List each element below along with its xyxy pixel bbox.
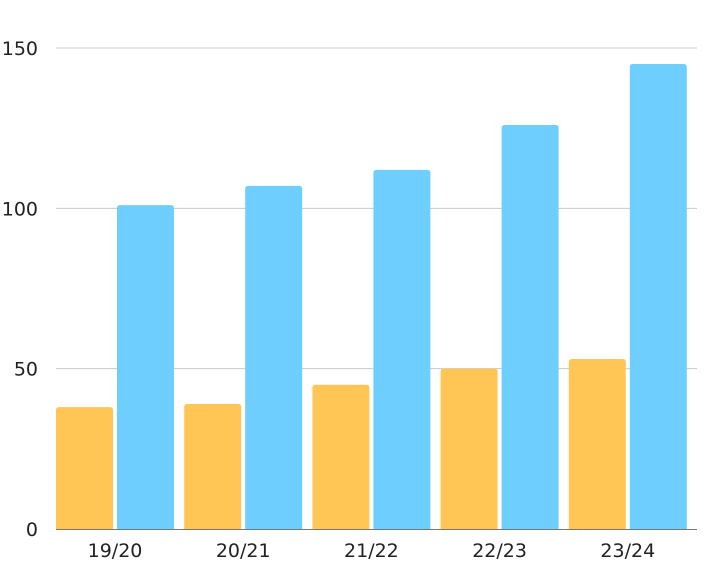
x-tick-label: 22/23 bbox=[472, 540, 527, 562]
y-axis-tick-labels: 0 50 100 150 bbox=[2, 38, 38, 541]
bar-series1-23-24 bbox=[568, 359, 626, 529]
y-tick-label: 0 bbox=[26, 519, 38, 541]
bars bbox=[56, 64, 687, 530]
bar-series2-21-22 bbox=[373, 169, 431, 529]
x-tick-label: 20/21 bbox=[216, 540, 271, 562]
bar-series2-22-23 bbox=[501, 124, 559, 530]
x-axis-tick-labels: 19/20 20/21 21/22 22/23 23/24 bbox=[88, 540, 656, 562]
bar-series1-22-23 bbox=[440, 368, 498, 529]
x-tick-label: 21/22 bbox=[344, 540, 399, 562]
bar-series1-19-20 bbox=[56, 407, 113, 529]
y-tick-label: 100 bbox=[2, 198, 38, 220]
y-tick-label: 50 bbox=[14, 359, 38, 381]
x-tick-label: 23/24 bbox=[600, 540, 655, 562]
bar-series2-19-20 bbox=[117, 205, 174, 530]
x-tick-label: 19/20 bbox=[88, 540, 143, 562]
bar-series1-20-21 bbox=[184, 403, 242, 529]
bar-series1-21-22 bbox=[312, 384, 370, 529]
bar-series2-23-24 bbox=[629, 64, 687, 530]
bar-series2-20-21 bbox=[245, 185, 303, 530]
y-tick-label: 150 bbox=[2, 38, 38, 60]
